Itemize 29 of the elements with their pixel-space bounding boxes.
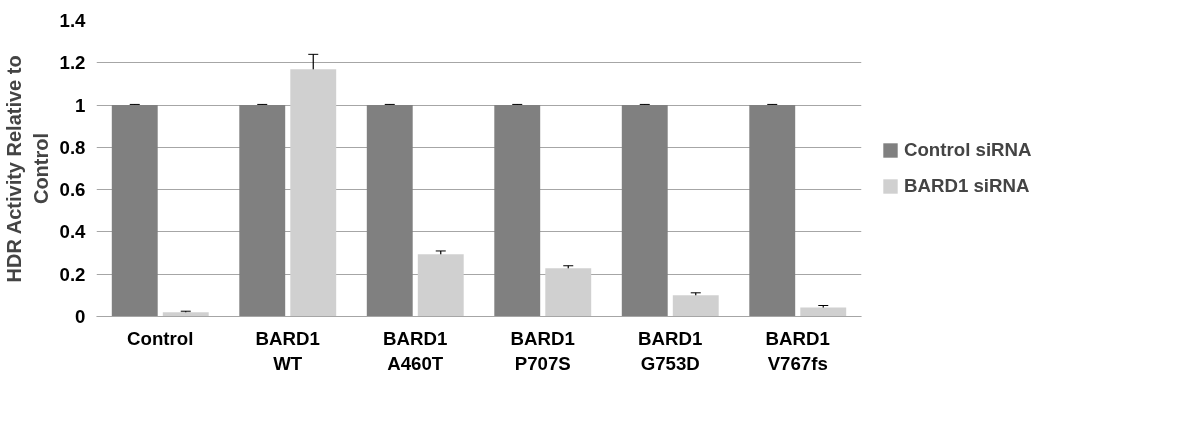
bar <box>672 295 719 317</box>
legend-label: BARD1 siRNA <box>904 175 1030 197</box>
y-tick-label: 1.2 <box>59 52 86 74</box>
bar <box>290 69 337 317</box>
bar <box>494 105 541 317</box>
y-tick-label: 0.4 <box>59 221 87 243</box>
bar <box>366 105 413 317</box>
legend-label: Control siRNA <box>904 139 1032 161</box>
bar <box>239 105 286 317</box>
y-axis-title: HDR Activity Relative to Control <box>3 55 52 283</box>
bar <box>162 312 209 317</box>
x-tick-label: BARD1 G753D <box>638 327 703 374</box>
x-tick-label: BARD1 V767fs <box>765 327 830 374</box>
y-tick-label: 0.8 <box>59 136 86 158</box>
y-tick-label: 1.4 <box>59 10 87 31</box>
bar <box>749 105 796 317</box>
x-tick-label: BARD1 WT <box>255 327 320 374</box>
bar <box>545 268 592 317</box>
x-tick-label: Control <box>127 327 194 349</box>
bar <box>111 105 158 317</box>
bar <box>417 254 464 317</box>
y-tick-label: 0.2 <box>59 263 86 285</box>
y-tick-label: 0.6 <box>59 179 86 201</box>
x-tick-label: BARD1 A460T <box>383 327 448 374</box>
bar <box>800 307 847 317</box>
x-tick-label: BARD1 P707S <box>510 327 575 374</box>
y-tick-label: 1 <box>75 94 86 116</box>
bar <box>621 105 668 317</box>
y-tick-label: 0 <box>75 306 86 327</box>
